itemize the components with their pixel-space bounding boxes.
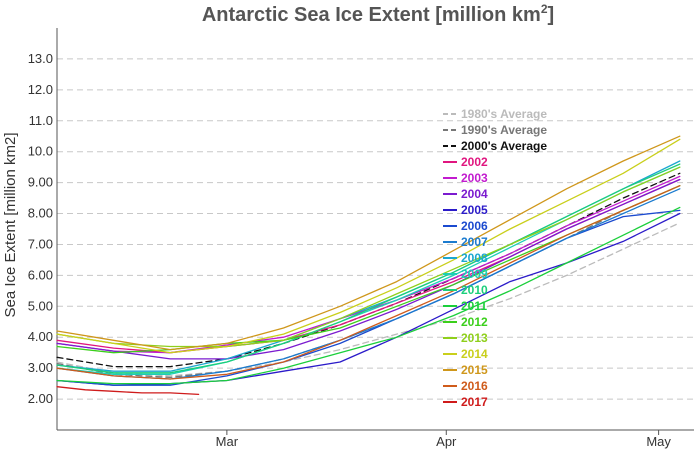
series-line — [56, 163, 681, 374]
y-tick-label: 3.00 — [28, 360, 53, 375]
y-tick-label: 12.0 — [28, 82, 53, 97]
series-lines — [56, 135, 681, 396]
legend-label: 2011 — [461, 299, 487, 313]
y-axis-label: Sea Ice Extent [million km2] — [2, 132, 19, 317]
series-line — [56, 160, 681, 372]
legend-label: 2007 — [461, 235, 488, 249]
y-tick-label: 8.00 — [28, 206, 53, 221]
legend-label: 2002 — [461, 155, 488, 169]
legend-label: 2004 — [461, 187, 488, 201]
legend-label: 2006 — [461, 219, 488, 233]
legend-label: 2016 — [461, 379, 488, 393]
legend-label: 2014 — [461, 347, 488, 361]
series-line — [56, 185, 681, 379]
legend-label: 2005 — [461, 203, 488, 217]
chart-title: Antarctic Sea Ice Extent [million km2] — [202, 2, 554, 26]
legend-label: 2008 — [461, 251, 488, 265]
chart-title-superscript: 2 — [541, 2, 548, 16]
series-line — [56, 166, 681, 348]
series-line — [56, 212, 681, 386]
legend-label: 2015 — [461, 363, 488, 377]
y-tick-label: 11.0 — [29, 113, 53, 128]
chart-title-suffix: ] — [548, 4, 555, 26]
y-tick-label: 9.00 — [28, 175, 53, 190]
y-tick-label: 7.00 — [28, 236, 53, 251]
chart-title-main: Antarctic Sea Ice Extent [million km — [202, 4, 541, 26]
legend-label: 2013 — [461, 331, 488, 345]
y-tick-label: 5.00 — [28, 298, 53, 313]
series-line — [56, 206, 681, 385]
series-line — [56, 135, 681, 351]
series-line — [56, 178, 681, 354]
axes: 2.00 3.00 4.00 5.00 6.00 7.00 8.00 9.00 10.0 11.0… — [28, 28, 694, 449]
x-tick-label: Apr — [436, 434, 457, 449]
x-tick-label: Mar — [216, 434, 239, 449]
series-line — [56, 138, 681, 354]
series-line — [56, 178, 681, 360]
y-tick-label: 4.00 — [28, 329, 53, 344]
series-line — [56, 386, 200, 396]
grid-lines — [57, 58, 694, 400]
y-tick-label: 2.00 — [28, 391, 53, 406]
legend: 1980's Average 1990's Average 2000's Avera… — [443, 107, 547, 409]
y-tick-label: 10.0 — [28, 144, 53, 159]
legend-label: 1980's Average — [461, 107, 547, 121]
legend-label: 1990's Average — [461, 123, 547, 137]
legend-label: 2012 — [461, 315, 488, 329]
series-line — [56, 209, 681, 386]
series-line — [56, 222, 681, 377]
series-line — [56, 175, 681, 354]
x-tick-label: May — [646, 434, 671, 449]
legend-label: 2000's Average — [461, 139, 547, 153]
legend-label: 2009 — [461, 267, 488, 281]
series-line — [56, 185, 681, 380]
legend-label: 2017 — [461, 395, 488, 409]
legend-label: 2003 — [461, 171, 488, 185]
legend-label: 2010 — [461, 283, 488, 297]
series-line — [56, 166, 681, 375]
y-tick-label: 6.00 — [28, 267, 53, 282]
y-tick-label: 13.0 — [28, 51, 53, 66]
